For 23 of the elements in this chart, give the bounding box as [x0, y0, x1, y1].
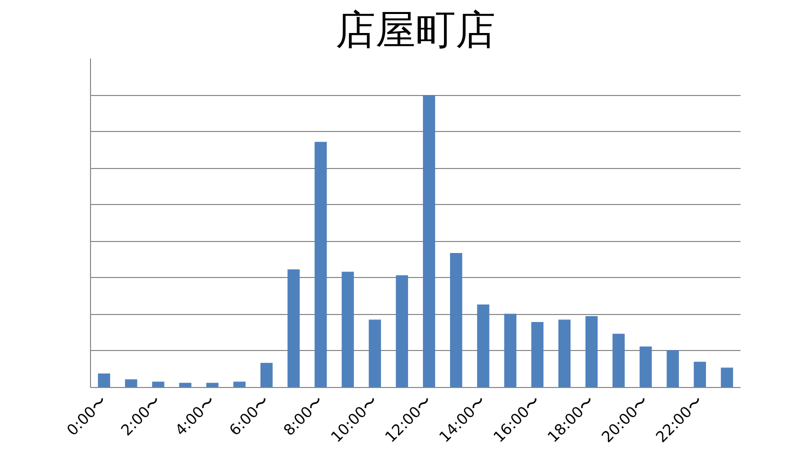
bar: [504, 314, 516, 388]
bar: [125, 379, 138, 388]
bar: [585, 316, 598, 388]
bar: [314, 142, 327, 388]
bar: [558, 320, 571, 388]
bar: [477, 304, 490, 388]
bar: [531, 322, 544, 388]
bar: [260, 362, 273, 388]
bar: [694, 362, 706, 388]
bar: [666, 350, 679, 388]
bar: [288, 269, 300, 388]
bar: [720, 368, 734, 388]
bar: [233, 382, 246, 388]
bar: [342, 272, 354, 388]
bar: [152, 382, 164, 388]
bar: [422, 95, 436, 388]
bar: [368, 320, 381, 388]
bar: [450, 252, 462, 388]
bar: [98, 373, 110, 388]
chart-title: 店屋町店: [336, 8, 496, 54]
bar: [640, 346, 652, 388]
bar: [612, 334, 625, 388]
bar: [396, 275, 408, 388]
